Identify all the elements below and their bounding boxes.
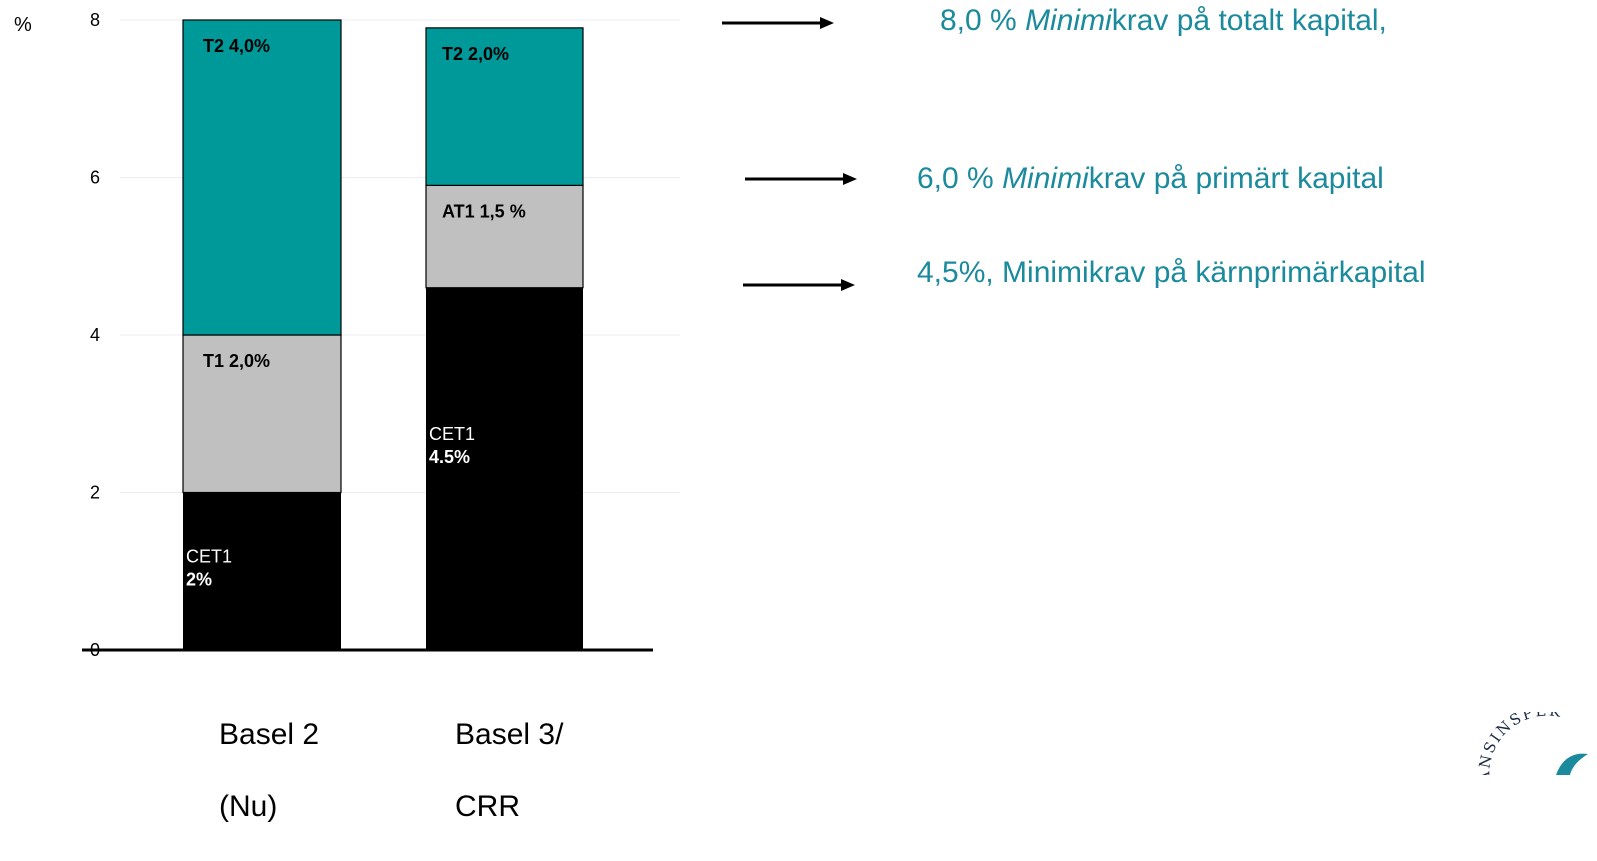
annotation-text: krav på primärt kapital (1088, 162, 1384, 195)
arrow-tier1-capital-icon (745, 173, 857, 185)
category-label-basel-2: Basel 2 (Nu) (219, 681, 319, 861)
y-tick-label: 6 (90, 168, 100, 188)
bar-segment (425, 27, 584, 186)
category-label-line1: Basel 3/ (455, 718, 564, 751)
annotation-text: 8,0 % (940, 4, 1026, 37)
seal-text: ANSINSPEK (1478, 712, 1562, 775)
seal-logo: ANSINSPEK (1478, 712, 1588, 775)
bar-segment (425, 184, 584, 289)
annotation-emphasis: Minimi (1025, 4, 1112, 37)
y-tick-label: 4 (90, 325, 100, 345)
y-tick-label: 2 (90, 483, 100, 503)
bar-segment-label: AT1 1,5 % (442, 201, 526, 221)
bar-segment (182, 19, 342, 336)
bar-segment-label: CET1 (186, 547, 232, 567)
bar-segment-value: 2% (186, 570, 212, 590)
annotation-emphasis: Minimi (1002, 162, 1089, 195)
category-label-line2: CRR (455, 790, 520, 823)
y-tick-label: 8 (90, 10, 100, 30)
annotation-text: 4,5%, Minimikrav på kärnprimärkapital (917, 256, 1426, 289)
category-label-line2: (Nu) (219, 790, 278, 823)
bar-segment-label: T2 2,0% (442, 44, 509, 64)
svg-text:ANSINSPEK: ANSINSPEK (1478, 712, 1564, 775)
annotation-total-capital: 8,0 % Minimikrav på totalt kapital, (940, 4, 1387, 38)
arrow-total-capital-icon (722, 17, 834, 29)
category-label-line1: Basel 2 (219, 718, 320, 751)
bar-segment (183, 492, 341, 650)
bar-segment-label: T2 4,0% (203, 36, 270, 56)
annotation-tier1-capital: 6,0 % Minimikrav på primärt kapital (917, 162, 1384, 196)
arrow-cet1-capital-icon (743, 279, 855, 291)
annotation-cet1-capital: 4,5%, Minimikrav på kärnprimärkapital (917, 256, 1426, 290)
bar-segment-label: CET1 (429, 424, 475, 444)
y-axis-unit-label: % (14, 14, 32, 36)
bar-segment-label: T1 2,0% (203, 351, 270, 371)
bar-segment-value: 4.5% (429, 447, 470, 467)
bar-segment (426, 287, 583, 650)
annotation-text: krav på totalt kapital, (1111, 4, 1387, 37)
category-label-basel-3: Basel 3/ CRR (455, 681, 563, 861)
annotation-text: 6,0 % (917, 162, 1003, 195)
